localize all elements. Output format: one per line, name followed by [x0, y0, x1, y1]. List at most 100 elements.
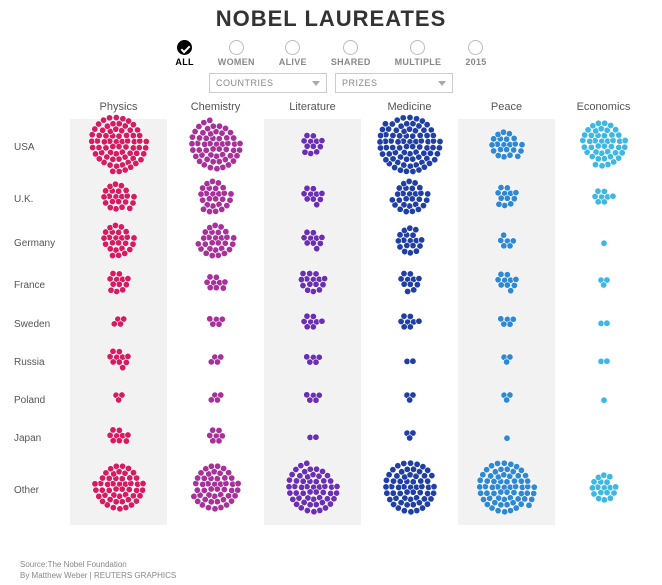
row-label: USA	[10, 142, 70, 153]
dot-cluster	[599, 391, 607, 409]
dot-cluster	[599, 234, 607, 252]
chart-row-uk: U.K.	[10, 177, 652, 221]
dot-cluster	[496, 231, 517, 255]
dot-cluster	[299, 228, 325, 258]
row-label: Sweden	[10, 319, 70, 330]
filter-label: 2015	[465, 57, 486, 67]
footer: Source:The Nobel Foundation By Matthew W…	[20, 560, 176, 581]
filter-radio-icon	[410, 40, 425, 55]
dot-cluster	[110, 315, 128, 333]
filter-label: ALL	[175, 57, 193, 67]
dot-cluster	[207, 391, 225, 409]
filter-women[interactable]: WOMEN	[218, 40, 255, 67]
chart-row-germany: Germany	[10, 221, 652, 265]
column-header-peace: Peace	[458, 101, 555, 117]
dot-cluster	[111, 391, 125, 409]
dot-cluster	[105, 426, 131, 451]
row-label: Japan	[10, 433, 70, 444]
footer-byline: By Matthew Weber | REUTERS GRAPHICS	[20, 571, 176, 581]
dot-cluster	[596, 353, 610, 371]
dot-cluster	[305, 429, 319, 447]
dot-cluster	[502, 429, 510, 447]
dot-cluster	[590, 187, 616, 211]
row-label: Germany	[10, 238, 70, 249]
filter-label: WOMEN	[218, 57, 255, 67]
chevron-down-icon	[312, 81, 320, 86]
filter-label: ALIVE	[279, 57, 307, 67]
filter-radio-icon	[285, 40, 300, 55]
chart-row-france: France	[10, 265, 652, 305]
dot-cluster	[402, 353, 416, 371]
dot-cluster	[87, 113, 150, 180]
dropdown-row: COUNTRIES PRIZES	[0, 73, 662, 101]
dot-cluster	[394, 224, 426, 262]
dot-cluster	[596, 276, 610, 294]
chart-row-poland: Poland	[10, 381, 652, 419]
dot-cluster	[207, 353, 225, 371]
dot-cluster	[299, 131, 325, 162]
dropdown-label: COUNTRIES	[216, 78, 274, 88]
dot-cluster	[302, 353, 323, 372]
row-label: Russia	[10, 357, 70, 368]
dot-cluster	[499, 353, 513, 371]
row-label: Poland	[10, 395, 70, 406]
dot-cluster	[194, 221, 238, 265]
footer-source: Source:The Nobel Foundation	[20, 560, 176, 570]
column-header-literature: Literature	[264, 101, 361, 117]
chart-grid: PhysicsChemistryLiteratureMedicinePeaceE…	[10, 101, 652, 523]
chart-row-sweden: Sweden	[10, 305, 652, 343]
filter-row: ALL WOMEN ALIVE SHARED MULTIPLE 2015	[0, 40, 662, 73]
dot-cluster	[578, 119, 629, 175]
dot-cluster	[381, 459, 437, 521]
filter-2015[interactable]: 2015	[465, 40, 486, 67]
dot-cluster	[105, 347, 131, 377]
chart-row-usa: USA	[10, 117, 652, 177]
filter-multiple[interactable]: MULTIPLE	[395, 40, 442, 67]
dot-cluster	[189, 462, 242, 518]
dot-cluster	[396, 269, 422, 300]
column-header-economics: Economics	[555, 101, 652, 117]
dot-cluster	[496, 315, 517, 334]
dot-cluster	[499, 391, 513, 409]
filter-radio-icon	[229, 40, 244, 55]
filter-label: SHARED	[331, 57, 371, 67]
row-label: Other	[10, 485, 70, 496]
dot-cluster	[196, 177, 234, 221]
chart-row-other: Other	[10, 457, 652, 523]
dot-cluster	[297, 269, 329, 300]
dot-cluster	[493, 183, 519, 214]
dot-cluster	[205, 315, 226, 334]
dot-cluster	[299, 312, 325, 336]
dropdown-countries[interactable]: COUNTRIES	[209, 73, 327, 93]
dot-cluster	[105, 269, 131, 300]
chart-row-russia: Russia	[10, 343, 652, 381]
dot-cluster	[187, 116, 243, 178]
filter-radio-icon	[177, 40, 192, 55]
filter-all[interactable]: ALL	[175, 40, 193, 67]
dot-cluster	[588, 471, 620, 509]
column-header-chemistry: Chemistry	[167, 101, 264, 117]
dot-cluster	[284, 459, 340, 521]
filter-alive[interactable]: ALIVE	[279, 40, 307, 67]
dot-cluster	[90, 462, 146, 518]
dot-cluster	[603, 429, 604, 447]
filter-label: MULTIPLE	[395, 57, 442, 67]
chart-rows: USA U.K. Germany France Sweden Russia Poland Ja…	[10, 117, 652, 523]
dot-cluster	[475, 459, 538, 521]
dot-cluster	[596, 315, 610, 333]
filter-shared[interactable]: SHARED	[331, 40, 371, 67]
chevron-down-icon	[438, 81, 446, 86]
filter-radio-icon	[343, 40, 358, 55]
dot-cluster	[299, 184, 325, 214]
row-label: France	[10, 280, 70, 291]
dot-cluster	[487, 128, 525, 166]
page-title: NOBEL LAUREATES	[0, 0, 662, 40]
dot-cluster	[99, 180, 137, 218]
chart-row-japan: Japan	[10, 419, 652, 457]
dropdown-prizes[interactable]: PRIZES	[335, 73, 453, 93]
dot-cluster	[402, 429, 416, 447]
dot-cluster	[99, 221, 137, 265]
dot-cluster	[375, 113, 443, 180]
dot-cluster	[396, 312, 422, 336]
dot-cluster	[493, 270, 519, 300]
